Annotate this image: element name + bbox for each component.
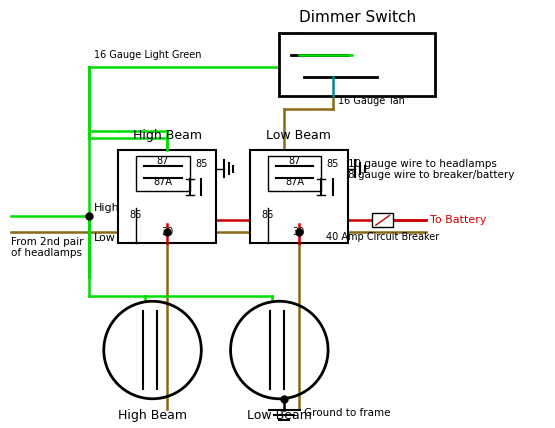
Text: 87A: 87A <box>285 177 304 187</box>
Bar <box>372 214 393 227</box>
Text: Low: Low <box>94 233 116 243</box>
Text: 87A: 87A <box>153 177 172 187</box>
Text: Low Beam: Low Beam <box>247 408 312 422</box>
Text: High Beam: High Beam <box>133 129 201 142</box>
Text: 86: 86 <box>130 210 142 220</box>
Bar <box>279 33 435 96</box>
Bar <box>250 150 347 243</box>
Text: 10 gauge wire to headlamps
8 gauge wire to breaker/battery: 10 gauge wire to headlamps 8 gauge wire … <box>347 159 514 180</box>
Bar <box>136 156 190 191</box>
Text: Dimmer Switch: Dimmer Switch <box>299 10 416 25</box>
Text: 30: 30 <box>161 226 173 237</box>
Text: From 2nd pair
of headlamps: From 2nd pair of headlamps <box>11 237 84 259</box>
Text: 16 Gauge Light Green: 16 Gauge Light Green <box>94 51 201 60</box>
Text: 16 Gauge Tan: 16 Gauge Tan <box>338 96 405 106</box>
Text: Low Beam: Low Beam <box>266 129 331 142</box>
Text: 87: 87 <box>157 156 169 166</box>
Text: 85: 85 <box>195 159 208 169</box>
Text: 30: 30 <box>292 226 305 237</box>
Bar <box>268 156 321 191</box>
Text: High: High <box>94 203 120 214</box>
Text: 86: 86 <box>261 210 274 220</box>
Text: Ground to frame: Ground to frame <box>304 408 390 419</box>
Text: 87: 87 <box>288 156 301 166</box>
Text: To Battery: To Battery <box>431 215 487 225</box>
Text: 40 Amp Circuit Breaker: 40 Amp Circuit Breaker <box>326 232 440 242</box>
Text: 85: 85 <box>327 159 339 169</box>
Bar <box>118 150 216 243</box>
Text: High Beam: High Beam <box>118 408 187 422</box>
